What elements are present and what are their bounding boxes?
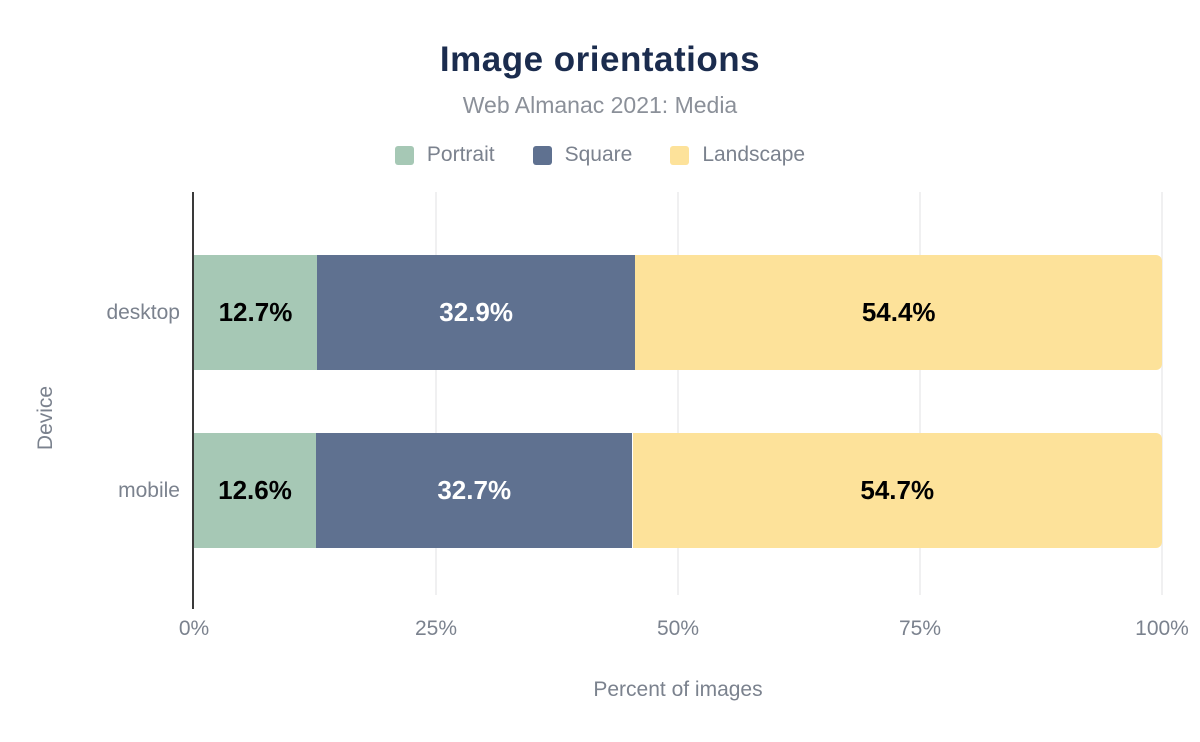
bar-segment-mobile-landscape: 54.7% xyxy=(632,433,1162,548)
legend-swatch-landscape xyxy=(670,145,690,165)
legend-label: Landscape xyxy=(702,143,806,166)
bar-segment-desktop-square: 32.9% xyxy=(316,255,636,370)
x-tick-label-25%: 25% xyxy=(414,617,458,640)
gridline-100% xyxy=(1161,192,1163,595)
gridline-75% xyxy=(919,192,921,595)
plot-area: 12.7% 32.9% 54.4% 12.6% 32.7% 54.7% xyxy=(192,192,1163,609)
x-axis-title: Percent of images xyxy=(593,678,763,701)
legend-item-portrait: Portrait xyxy=(394,143,495,167)
data-label: 32.9% xyxy=(439,297,514,327)
bar-segment-desktop-landscape: 54.4% xyxy=(635,255,1162,370)
category-label-mobile: mobile xyxy=(118,478,180,502)
bar-segment-desktop-portrait: 12.7% xyxy=(194,255,317,370)
legend-label: Square xyxy=(564,143,633,166)
y-axis-line xyxy=(192,192,194,609)
category-label-desktop: desktop xyxy=(106,300,180,324)
bar-segment-mobile-portrait: 12.6% xyxy=(194,433,316,548)
chart-subtitle: Web Almanac 2021: Media xyxy=(462,92,738,118)
legend-label: Portrait xyxy=(426,143,495,166)
gridline-25% xyxy=(435,192,437,595)
y-axis-title: Device xyxy=(34,385,57,451)
bar-segment-mobile-square: 32.7% xyxy=(315,433,633,548)
legend-item-square: Square xyxy=(532,143,633,167)
legend-swatch-portrait xyxy=(394,145,414,165)
legend-swatch-square xyxy=(532,145,552,165)
gridline-50% xyxy=(677,192,679,595)
legend-item-landscape: Landscape xyxy=(670,143,805,167)
data-label: 54.7% xyxy=(860,475,935,505)
data-label: 54.4% xyxy=(861,297,936,327)
data-label: 12.6% xyxy=(218,475,292,505)
x-tick-label-100%: 100% xyxy=(1135,617,1189,640)
x-tick-label-75%: 75% xyxy=(898,617,942,640)
data-label: 12.7% xyxy=(218,297,293,327)
chart-title: Image orientations xyxy=(439,40,761,79)
x-tick-label-0%: 0% xyxy=(178,617,210,640)
x-tick-label-50%: 50% xyxy=(656,617,700,640)
legend: Portrait Square Landscape xyxy=(0,143,1200,167)
data-label: 32.7% xyxy=(437,475,512,505)
